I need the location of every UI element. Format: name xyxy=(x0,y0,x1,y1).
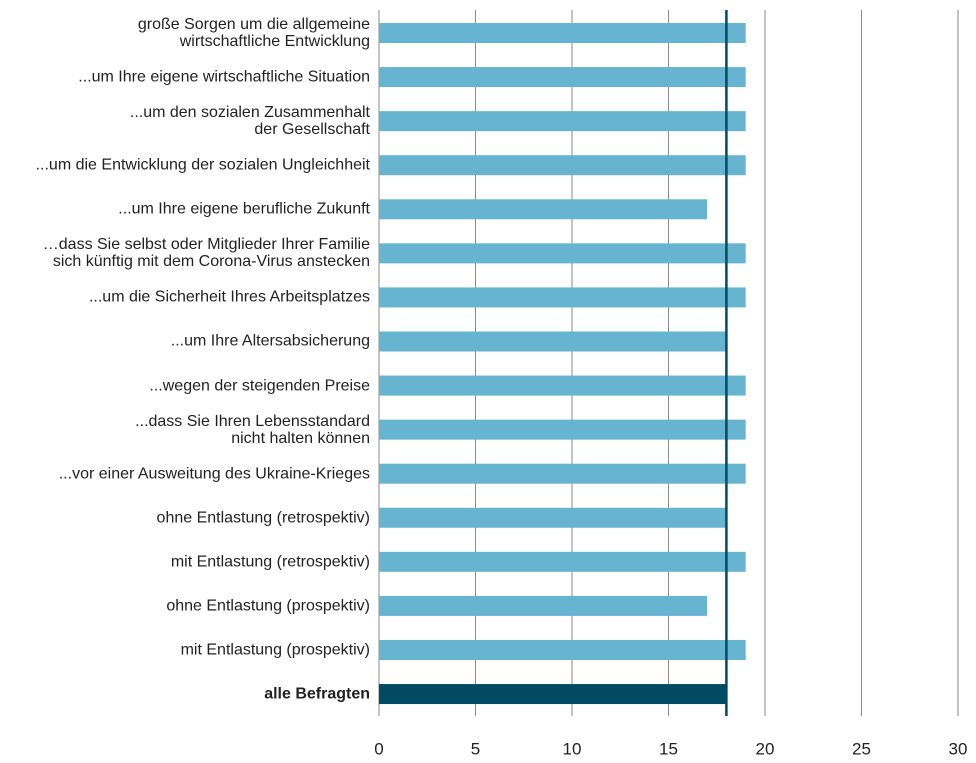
bar xyxy=(379,551,746,572)
y-tick-label: ...um Ihre eigene wirtschaftliche Situat… xyxy=(78,68,370,86)
bar xyxy=(379,595,708,616)
y-tick-label: ...um Ihre eigene berufliche Zukunft xyxy=(118,200,370,218)
y-tick-label: ohne Entlastung (prospektiv) xyxy=(166,597,370,615)
bar xyxy=(379,331,727,352)
bar xyxy=(379,67,746,88)
bar xyxy=(379,243,746,264)
bar xyxy=(379,639,746,660)
x-tick-label: 30 xyxy=(949,739,968,758)
y-tick-label: ...um die Sicherheit Ihres Arbeitsplatze… xyxy=(88,288,370,306)
x-tick-label: 5 xyxy=(471,739,480,758)
y-tick-label: ...um Ihre Altersabsicherung xyxy=(170,332,370,350)
y-tick-label: alle Befragten xyxy=(264,685,370,703)
x-tick-label: 25 xyxy=(852,739,871,758)
y-tick-label: …dass Sie selbst oder Mitglieder Ihrer F… xyxy=(42,236,370,271)
bar xyxy=(379,23,746,43)
x-tick-label: 15 xyxy=(659,739,678,758)
y-tick-label: ...dass Sie Ihren Lebensstandard nicht h… xyxy=(135,412,370,447)
y-tick-label: mit Entlastung (retrospektiv) xyxy=(170,553,370,571)
y-tick-label: ...um den sozialen Zusammenhalt der Gese… xyxy=(129,104,370,139)
y-tick-label: ohne Entlastung (retrospektiv) xyxy=(156,509,370,527)
y-tick-label: ...wegen der steigenden Preise xyxy=(149,377,370,395)
y-tick-label: große Sorgen um die allgemeine wirtschaf… xyxy=(137,16,370,50)
bar xyxy=(379,287,746,308)
bar xyxy=(379,419,746,440)
x-tick-label: 10 xyxy=(563,739,582,758)
bar xyxy=(379,684,727,705)
bar xyxy=(379,155,746,176)
bar xyxy=(379,199,708,220)
y-tick-label: ...vor einer Ausweitung des Ukraine-Krie… xyxy=(58,465,370,483)
x-tick-label: 0 xyxy=(374,739,383,758)
y-tick-label: ...um die Entwicklung der sozialen Ungle… xyxy=(35,156,370,174)
bar xyxy=(379,375,746,396)
y-tick-label: mit Entlastung (prospektiv) xyxy=(180,641,370,659)
bar xyxy=(379,507,727,528)
x-tick-label: 20 xyxy=(756,739,775,758)
bar xyxy=(379,463,746,484)
bar xyxy=(379,111,746,132)
